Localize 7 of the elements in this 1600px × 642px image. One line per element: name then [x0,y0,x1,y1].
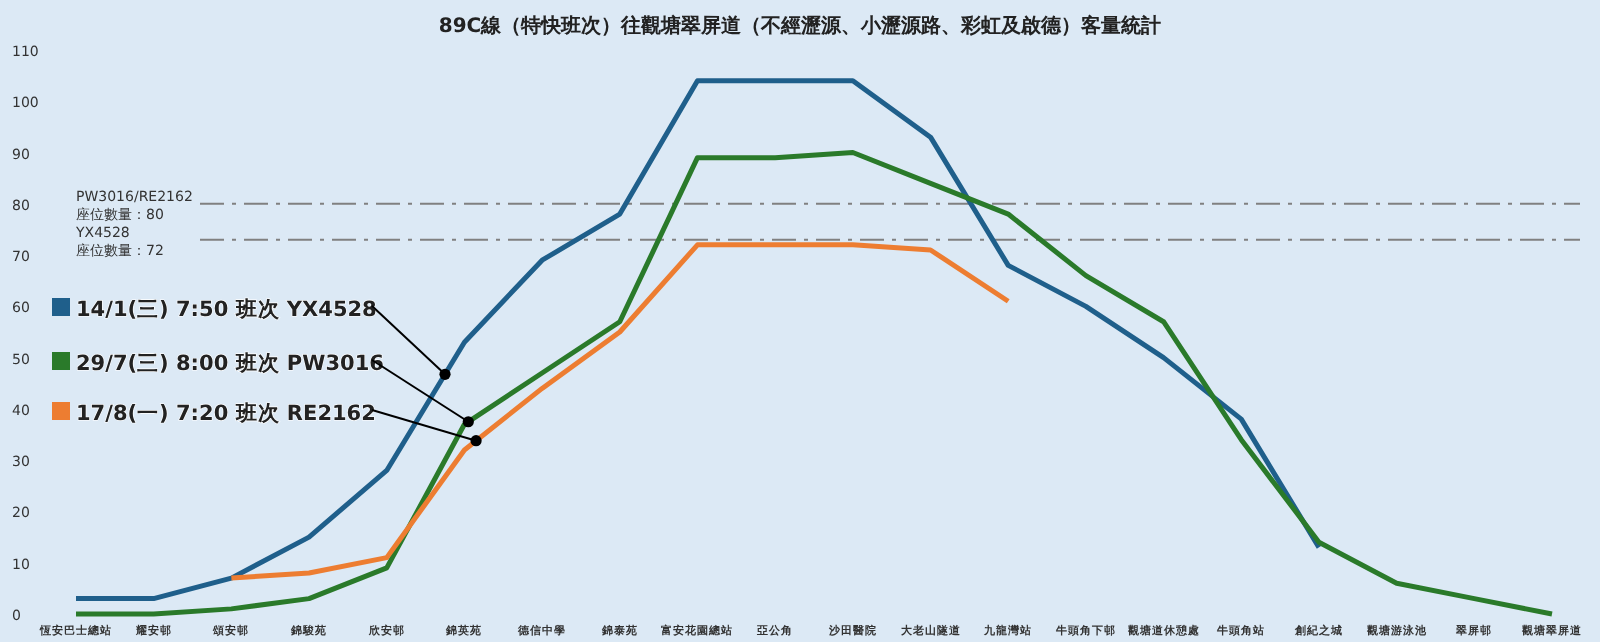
chart-title: 89C線（特快班次）往觀塘翠屏道（不經瀝源、小瀝源路、彩虹及啟德）客量統計 [438,14,1162,38]
legend-label: 29/7(三) 8:00 班次 PW3016 [76,350,384,376]
legend-label: 17/8(一) 7:20 班次 RE2162 [76,400,376,426]
line-series [228,242,1011,581]
line-series [73,78,1322,602]
legend-label: 14/1(三) 7:50 班次 YX4528 [76,296,377,322]
line-series [73,150,1555,617]
